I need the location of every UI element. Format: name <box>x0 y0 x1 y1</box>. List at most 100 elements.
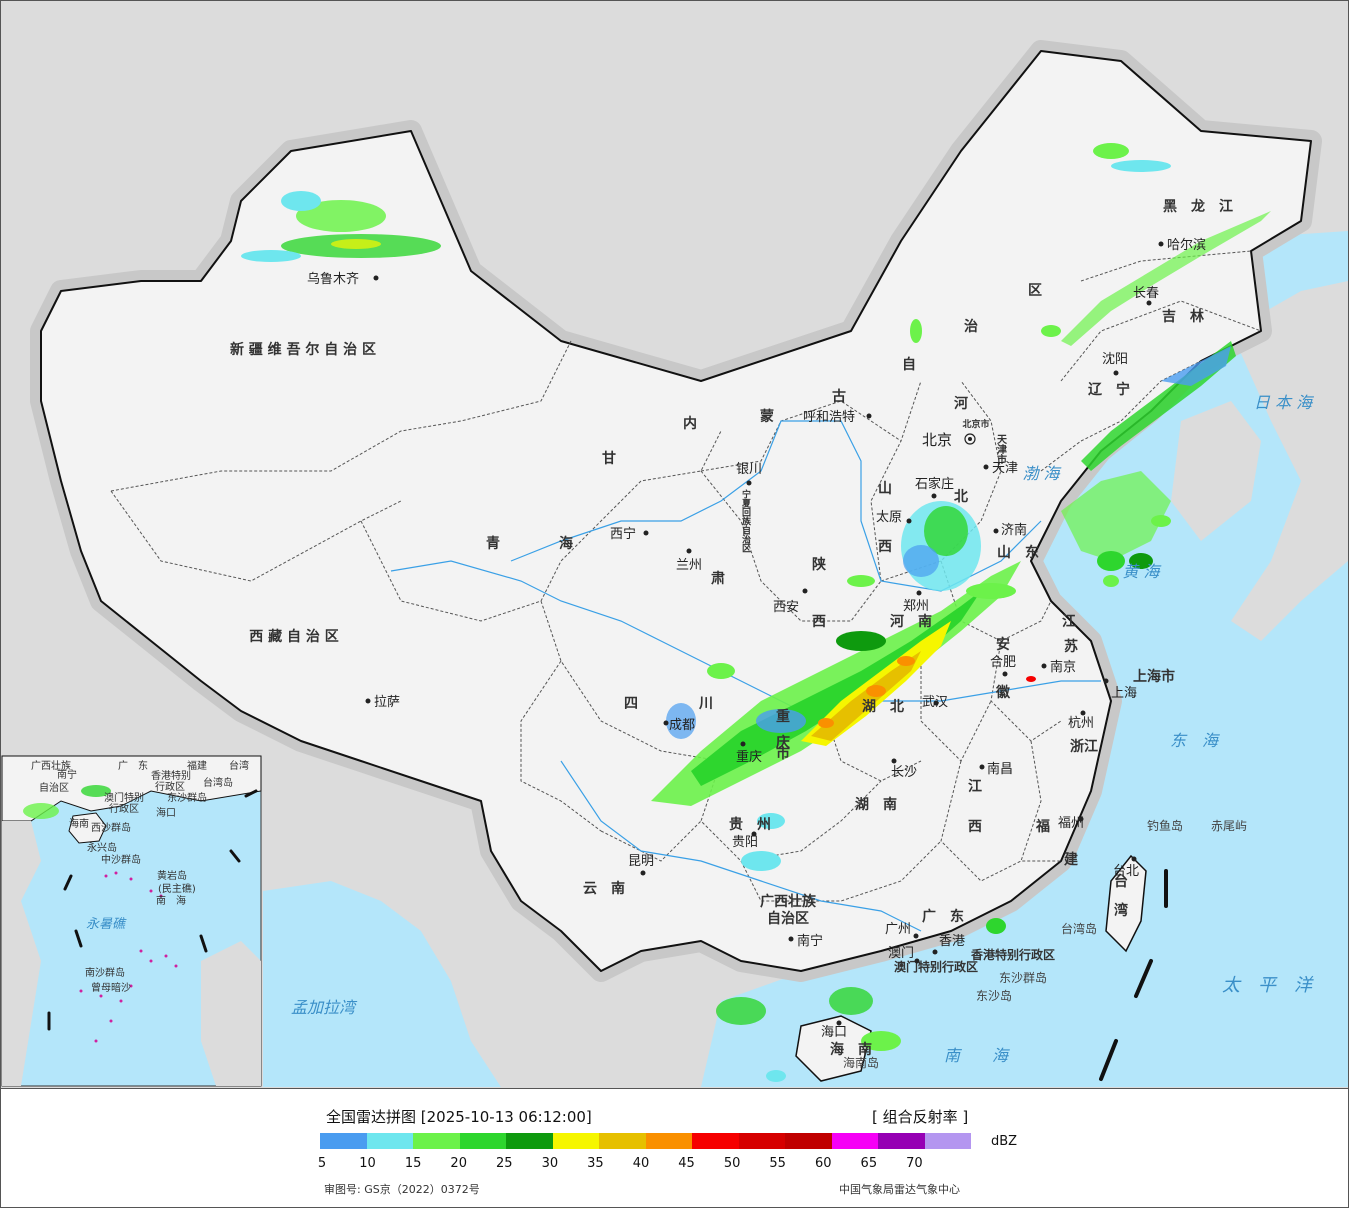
prov-label: 青 <box>486 535 500 552</box>
prov-label: 浙江 <box>1070 738 1098 755</box>
echo-xinjiang <box>241 191 441 262</box>
island-dongsha2: 东沙岛 <box>976 988 1012 1003</box>
svg-text:乌鲁木齐: 乌鲁木齐 <box>307 271 359 287</box>
city-urumqi: 乌鲁木齐 <box>307 271 379 287</box>
city-haikou: 海口 <box>821 1020 847 1040</box>
legend-swatch <box>645 1133 692 1149</box>
city-nanjing: 南京 <box>1041 659 1076 675</box>
svg-text:哈尔滨: 哈尔滨 <box>1167 237 1206 253</box>
sea-label-nanhai: 南 海 <box>944 1046 1010 1065</box>
legend-tick-label: 10 <box>359 1156 376 1171</box>
prov-label: 川 <box>698 696 713 712</box>
svg-text:沈阳: 沈阳 <box>1102 352 1128 367</box>
inset-label: 广 东 <box>118 759 148 772</box>
legend-tick-label: 25 <box>495 1156 513 1171</box>
prov-label: 贵 州 <box>729 816 771 833</box>
legend-swatch <box>785 1133 832 1149</box>
inset-label: 曾母暗沙 <box>91 981 131 994</box>
prov-label: 肃 <box>711 570 725 587</box>
legend-swatch <box>692 1133 739 1149</box>
south-china-sea-inset: 广西壮族 自治区 南宁 广 东 福建 台湾 香港特别 行政区 澳门特别 行政区 … <box>1 755 262 1087</box>
city-xining: 西宁 <box>610 526 649 542</box>
prov-label: 广西壮族 <box>760 893 817 910</box>
city-jinan: 济南 <box>993 522 1027 538</box>
prov-label: 吉 林 <box>1162 308 1204 325</box>
echo-shandong-coast <box>1061 471 1171 571</box>
svg-text:拉萨: 拉萨 <box>374 695 400 710</box>
inset-label: 东沙群岛 <box>167 791 207 804</box>
svg-text:长沙: 长沙 <box>891 765 917 780</box>
svg-text:石家庄: 石家庄 <box>915 476 954 492</box>
inset-label: 海南 <box>69 817 89 830</box>
city-hangzhou: 杭州 <box>1068 710 1094 731</box>
echo-scattered <box>707 319 1171 682</box>
svg-text:长春: 长春 <box>1133 286 1159 301</box>
prov-label: 江 <box>1062 613 1076 630</box>
prov-label: 新 疆 维 吾 尔 自 治 区 <box>230 341 376 358</box>
island-hainandao: 海南岛 <box>843 1055 879 1070</box>
maritime-boundary-dashes <box>1099 869 1168 1081</box>
svg-text:海口: 海口 <box>821 1025 847 1040</box>
province-boundaries <box>110 250 1262 902</box>
prov-label: 西 <box>878 539 892 555</box>
legend-swatch <box>413 1133 460 1149</box>
svg-text:西安: 西安 <box>773 600 799 615</box>
svg-text:西宁: 西宁 <box>610 526 636 542</box>
legend-tick-label: 30 <box>541 1156 559 1171</box>
city-yinchuan: 银川 <box>736 462 762 486</box>
inset-label: 海口 <box>156 806 176 819</box>
legend-tick-label: 15 <box>404 1156 422 1171</box>
province-labels: 新 疆 维 吾 尔 自 治 区 西 藏 自 治 区 青 海 甘 肃 内 蒙 古 … <box>230 198 1233 1058</box>
prov-label: 辽 宁 <box>1088 381 1130 398</box>
southeast-asia-land <box>421 871 661 1087</box>
city-taibei: 台北 <box>1113 856 1139 879</box>
prov-label: 山 东 <box>997 544 1039 561</box>
legend-swatch <box>924 1133 971 1149</box>
inset-label: 永暑礁 <box>86 917 127 932</box>
city-shijiazhuang: 石家庄 <box>915 476 954 499</box>
prov-label: 西 藏 自 治 区 <box>249 628 339 645</box>
city-markers: 乌鲁木齐 拉萨 西宁 兰州 银川 呼和浩特 北京 天津 石家庄 太原 济南 郑州… <box>307 237 1206 1040</box>
city-hefei: 合肥 <box>990 655 1016 677</box>
prov-label: 云 南 <box>583 880 625 897</box>
sea-labels: 日 本 海 渤 海 黄 海 东 海 太 平 洋 南 海 孟加拉湾 <box>291 393 1314 1065</box>
prov-label: 徽 <box>995 684 1011 701</box>
inset-label: 西沙群岛 <box>91 821 131 834</box>
svg-text:南京: 南京 <box>1050 659 1076 675</box>
svg-text:香港: 香港 <box>939 934 965 949</box>
legend-tick-label: 45 <box>678 1156 695 1171</box>
legend-tick-label: 35 <box>587 1156 604 1171</box>
city-shanghai: 上海 <box>1103 678 1137 701</box>
taiwan-island <box>1105 854 1147 953</box>
inset-label: 黄岩岛 <box>157 869 187 882</box>
inset-label: 行政区 <box>155 780 185 793</box>
legend-swatch <box>506 1133 553 1149</box>
prov-label: 北京市 <box>962 418 989 430</box>
svg-text:重庆: 重庆 <box>736 749 762 765</box>
inset-label: 自治区 <box>39 781 69 794</box>
svg-text:贵阳: 贵阳 <box>732 835 758 850</box>
legend-unit: dBZ <box>991 1134 1018 1149</box>
inset-label: 澳门特别 <box>104 791 144 804</box>
svg-text:呼和浩特: 呼和浩特 <box>803 410 855 425</box>
inset-label: 台湾 <box>229 759 249 772</box>
legend-tick-label: 60 <box>814 1156 832 1171</box>
svg-text:杭州: 杭州 <box>1068 716 1094 731</box>
svg-text:兰州: 兰州 <box>676 558 702 573</box>
island-dongsha1: 东沙群岛 <box>999 970 1047 985</box>
prov-label: 广 东 <box>922 908 964 925</box>
prov-label: 自治区 <box>767 910 809 927</box>
prov-label: 香港特别行政区 <box>970 947 1055 962</box>
sea-label-taipingyang: 太 平 洋 <box>1222 975 1314 996</box>
map-approval-number: 审图号: GS京（2022）0372号 <box>324 1183 480 1196</box>
china-land <box>40 50 1312 972</box>
prov-label: 陕 <box>812 556 826 573</box>
legend-tick-label: 50 <box>723 1156 741 1171</box>
prov-label: 海 <box>559 535 573 552</box>
legend-swatch <box>599 1133 646 1149</box>
legend-swatch <box>878 1133 925 1149</box>
legend-tick-label: 20 <box>450 1156 467 1171</box>
city-lanzhou: 兰州 <box>676 548 702 573</box>
city-macau: 澳门 <box>888 945 920 964</box>
